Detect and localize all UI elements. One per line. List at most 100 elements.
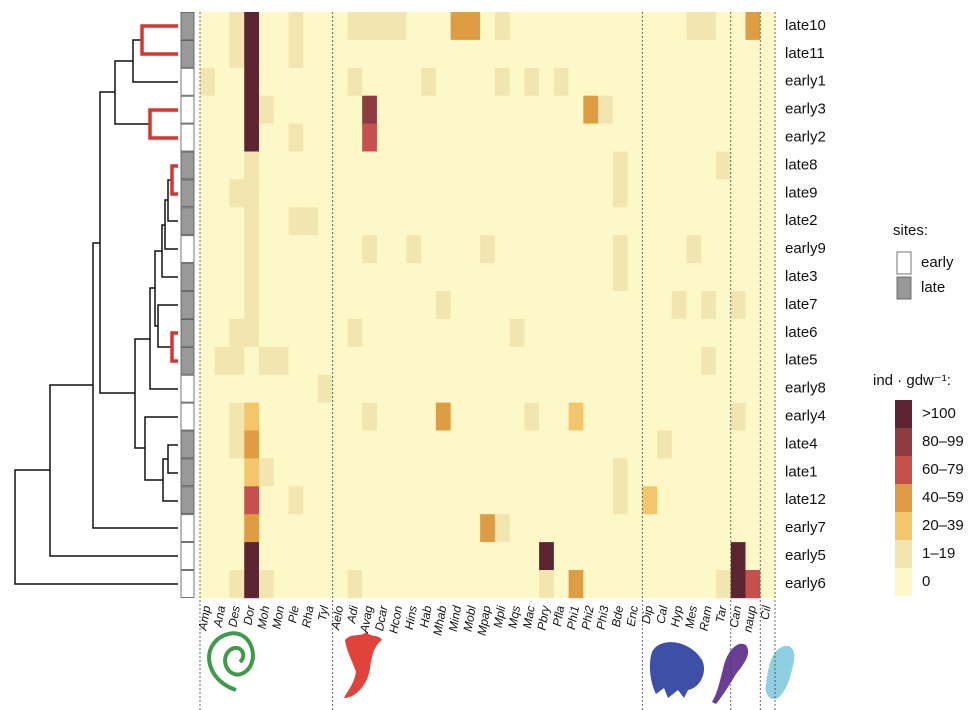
heat-cell (333, 375, 348, 403)
heat-cell (628, 542, 643, 570)
heat-cell (495, 375, 510, 403)
heat-cell (583, 403, 598, 431)
heat-cell (716, 403, 731, 431)
heat-cell (760, 96, 775, 124)
heat-cell (274, 68, 289, 96)
heat-cell (495, 179, 510, 207)
heat-cell (377, 375, 392, 403)
heat-cell (303, 570, 318, 598)
heat-cell (288, 179, 303, 207)
heat-cell (436, 486, 451, 514)
heat-cell (583, 40, 598, 68)
heat-cell (746, 207, 761, 235)
heat-cell (274, 124, 289, 152)
heat-cell (731, 514, 746, 542)
heat-cell (613, 486, 628, 514)
heat-cell (451, 347, 466, 375)
heat-cell (377, 12, 392, 40)
heat-cell (451, 291, 466, 319)
heat-cell (524, 12, 539, 40)
heat-cell (716, 486, 731, 514)
heat-cell (303, 319, 318, 347)
column-label: Mon (269, 604, 287, 630)
heat-cell (274, 458, 289, 486)
heat-cell (716, 68, 731, 96)
heat-cell (406, 347, 421, 375)
heat-cell (760, 375, 775, 403)
heat-cell (539, 207, 554, 235)
heat-cell (746, 291, 761, 319)
heat-cell (760, 514, 775, 542)
heat-cell (465, 12, 480, 40)
heat-cell (200, 96, 215, 124)
heat-cell (392, 68, 407, 96)
heat-cell (716, 431, 731, 459)
heat-cell (347, 347, 362, 375)
heat-cell (524, 542, 539, 570)
heat-cell (746, 319, 761, 347)
heat-cell (554, 319, 569, 347)
heat-cell (613, 542, 628, 570)
heat-cell (347, 263, 362, 291)
heat-cell (510, 347, 525, 375)
heat-cell (451, 514, 466, 542)
heat-cell (480, 431, 495, 459)
heat-cell (347, 570, 362, 598)
heat-cell (362, 375, 377, 403)
heat-cell (318, 514, 333, 542)
heat-cell (583, 486, 598, 514)
heat-cell (642, 375, 657, 403)
heat-cell (244, 458, 259, 486)
heat-cell (333, 570, 348, 598)
heat-cell (406, 458, 421, 486)
heat-cell (613, 152, 628, 180)
heat-cell (524, 179, 539, 207)
heat-cell (392, 403, 407, 431)
heat-cell (716, 291, 731, 319)
heat-cell (436, 152, 451, 180)
heat-cell (436, 514, 451, 542)
heat-cell (229, 431, 244, 459)
heat-cell (347, 486, 362, 514)
heat-cell (539, 263, 554, 291)
site-legend-swatch (897, 252, 911, 274)
heat-cell (642, 12, 657, 40)
heat-cell (731, 152, 746, 180)
heat-cell (436, 12, 451, 40)
heat-cell (554, 96, 569, 124)
color-legend-swatch (895, 540, 912, 568)
heat-cell (347, 542, 362, 570)
heat-cell (244, 347, 259, 375)
heat-cell (406, 124, 421, 152)
heat-cell (628, 179, 643, 207)
heat-cell (274, 96, 289, 124)
heat-cell (392, 207, 407, 235)
heat-cell (569, 542, 584, 570)
heat-cell (200, 291, 215, 319)
heat-cell (229, 291, 244, 319)
heat-cell (259, 319, 274, 347)
color-legend-label: >100 (922, 405, 956, 422)
heat-cell (583, 431, 598, 459)
heat-cell (421, 235, 436, 263)
heat-cell (200, 570, 215, 598)
heat-cell (421, 291, 436, 319)
heat-cell (229, 514, 244, 542)
heat-cell (480, 486, 495, 514)
heat-cell (392, 486, 407, 514)
heat-cell (392, 40, 407, 68)
heat-cell (731, 263, 746, 291)
heat-cell (731, 40, 746, 68)
heat-cell (215, 431, 230, 459)
heat-cell (628, 514, 643, 542)
heat-cell (288, 458, 303, 486)
heat-cell (480, 263, 495, 291)
heat-cell (215, 152, 230, 180)
heat-cell (259, 375, 274, 403)
chart: sites: ind · gdw⁻¹: late10late11early1ea… (0, 0, 975, 710)
heat-cell (628, 375, 643, 403)
heat-cell (598, 514, 613, 542)
heat-cell (760, 207, 775, 235)
row-label: late1 (785, 463, 818, 480)
heat-cell (229, 96, 244, 124)
